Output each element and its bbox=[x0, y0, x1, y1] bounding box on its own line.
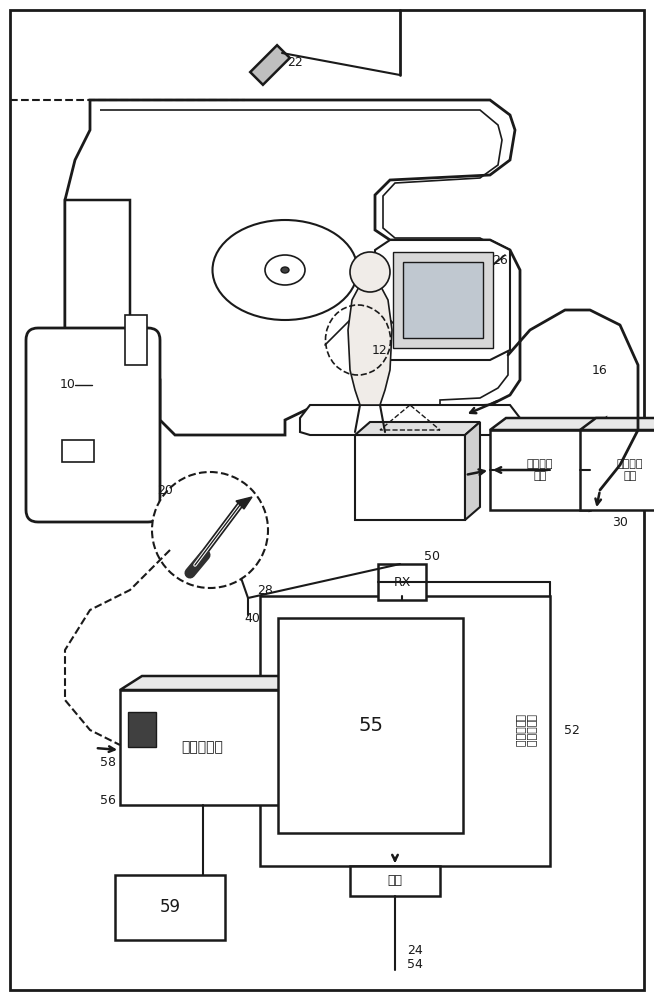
Ellipse shape bbox=[281, 267, 289, 273]
Ellipse shape bbox=[265, 255, 305, 285]
Text: 52: 52 bbox=[564, 724, 580, 738]
Bar bbox=[393, 252, 493, 348]
Text: 10: 10 bbox=[60, 378, 76, 391]
Text: 超声探头列
剂量分析器: 超声探头列 剂量分析器 bbox=[514, 714, 536, 748]
Text: 40: 40 bbox=[244, 611, 260, 624]
Text: 58: 58 bbox=[100, 756, 116, 768]
Bar bbox=[260, 596, 550, 866]
Bar bbox=[403, 262, 483, 338]
Polygon shape bbox=[236, 497, 252, 509]
FancyBboxPatch shape bbox=[26, 328, 160, 522]
Polygon shape bbox=[348, 285, 392, 405]
Text: RX: RX bbox=[393, 576, 411, 588]
Circle shape bbox=[350, 252, 390, 292]
Polygon shape bbox=[490, 418, 606, 430]
Bar bbox=[350, 866, 440, 896]
Polygon shape bbox=[285, 676, 307, 805]
Bar bbox=[278, 618, 463, 833]
Text: 剂量读出站: 剂量读出站 bbox=[182, 740, 224, 754]
Polygon shape bbox=[355, 435, 465, 520]
Bar bbox=[490, 430, 590, 510]
Text: 55: 55 bbox=[358, 716, 383, 735]
Polygon shape bbox=[580, 418, 654, 430]
Text: 超声探头
位置: 超声探头 位置 bbox=[526, 459, 553, 481]
Bar bbox=[62, 440, 94, 462]
Text: 12: 12 bbox=[372, 344, 388, 357]
Polygon shape bbox=[590, 418, 606, 510]
Bar bbox=[128, 712, 156, 747]
Text: 59: 59 bbox=[160, 898, 181, 916]
Text: 超声成像
设备: 超声成像 设备 bbox=[617, 459, 644, 481]
Text: 22: 22 bbox=[287, 55, 303, 68]
Polygon shape bbox=[120, 676, 307, 690]
Text: 50: 50 bbox=[424, 550, 440, 562]
Bar bbox=[125, 315, 147, 365]
Bar bbox=[580, 430, 654, 510]
Text: 20: 20 bbox=[157, 484, 173, 496]
Circle shape bbox=[152, 472, 268, 588]
Polygon shape bbox=[65, 200, 130, 380]
Polygon shape bbox=[300, 405, 520, 435]
Polygon shape bbox=[465, 422, 480, 520]
Polygon shape bbox=[375, 240, 510, 360]
Bar bbox=[115, 875, 225, 940]
Text: 54: 54 bbox=[407, 958, 423, 972]
Ellipse shape bbox=[213, 220, 358, 320]
Bar bbox=[120, 690, 285, 805]
Bar bbox=[378, 564, 426, 600]
Bar bbox=[250, 45, 290, 85]
Text: 56: 56 bbox=[100, 794, 116, 806]
Text: 30: 30 bbox=[612, 516, 628, 528]
Text: 警报: 警报 bbox=[388, 874, 402, 888]
Polygon shape bbox=[65, 100, 520, 435]
Polygon shape bbox=[355, 422, 480, 435]
Text: 26: 26 bbox=[492, 253, 508, 266]
Text: 24: 24 bbox=[407, 944, 423, 956]
Text: 16: 16 bbox=[592, 363, 608, 376]
Text: 28: 28 bbox=[257, 584, 273, 596]
